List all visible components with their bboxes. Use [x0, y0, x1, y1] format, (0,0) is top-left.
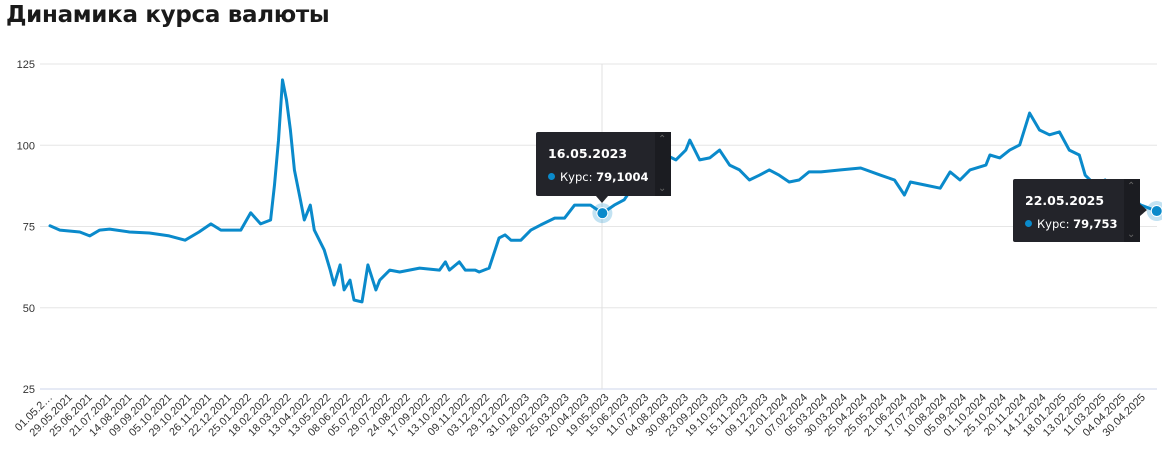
chevron-up-icon[interactable]: ⌃: [658, 134, 667, 145]
y-tick-label: 125: [17, 59, 35, 71]
tooltip-scrollbar[interactable]: ⌃ ⌄: [655, 132, 671, 196]
tooltip-2: 22.05.2025 Курс: 79,753 ⌃ ⌄: [1013, 179, 1140, 242]
tooltip-arrow: [596, 196, 608, 203]
y-tick-label: 100: [17, 140, 35, 152]
series-dot-icon: [1025, 220, 1032, 227]
tooltip-scrollbar[interactable]: ⌃ ⌄: [1124, 179, 1140, 242]
series-line-kurs: [48, 78, 1159, 304]
tooltip-date: 16.05.2023: [548, 146, 628, 161]
tooltip-arrow: [1140, 204, 1147, 216]
chevron-down-icon[interactable]: ⌄: [658, 183, 667, 194]
series-dot-icon: [548, 173, 555, 180]
highlighted-point: [596, 207, 609, 220]
chevron-down-icon[interactable]: ⌄: [1127, 229, 1136, 240]
y-tick-label: 50: [23, 303, 35, 315]
tooltip-value: 79,1004: [596, 170, 649, 184]
y-tick-label: 25: [23, 384, 35, 396]
highlighted-point: [1150, 205, 1162, 218]
tooltip-value: 79,753: [1073, 217, 1118, 231]
tooltip-rate: Курс: 79,1004: [548, 170, 649, 184]
tooltip-date: 22.05.2025: [1025, 193, 1105, 208]
y-tick-label: 75: [23, 222, 35, 234]
chevron-up-icon[interactable]: ⌃: [1127, 181, 1136, 192]
page-title: Динамика курса валюты: [6, 2, 330, 28]
tooltip-rate: Курс: 79,753: [1025, 217, 1118, 231]
tooltip-1: 16.05.2023 Курс: 79,1004 ⌃ ⌄: [536, 132, 671, 196]
